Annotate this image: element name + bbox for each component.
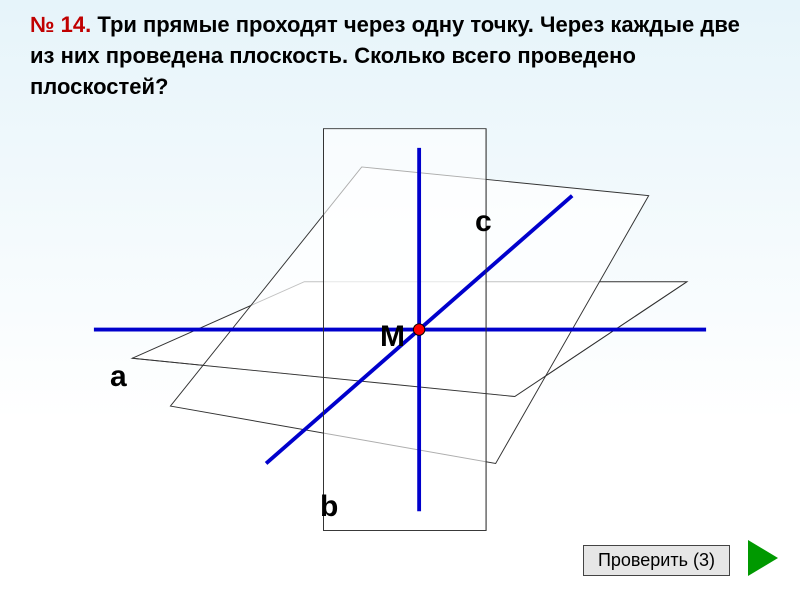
problem-text: № 14. Три прямые проходят через одну точ… <box>30 10 770 102</box>
label-c: c <box>475 205 492 239</box>
problem-body: Три прямые проходят через одну точку. Че… <box>30 12 740 99</box>
point-m <box>413 324 424 335</box>
label-a: a <box>110 360 127 394</box>
label-b: b <box>320 490 338 524</box>
problem-number: № 14. <box>30 12 91 37</box>
next-arrow-button[interactable] <box>748 540 778 576</box>
check-button[interactable]: Проверить (3) <box>583 545 730 576</box>
label-point-m: М <box>380 320 405 354</box>
